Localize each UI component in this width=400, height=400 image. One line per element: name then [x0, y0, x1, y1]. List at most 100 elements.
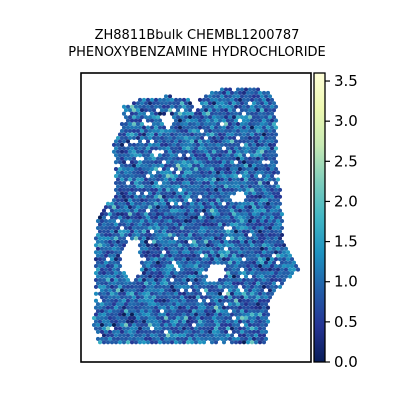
spot — [211, 149, 217, 154]
spot — [259, 274, 265, 279]
spot — [177, 167, 183, 172]
spot — [115, 295, 121, 300]
spot — [169, 160, 175, 165]
spot — [171, 184, 177, 189]
spot — [197, 187, 203, 192]
spot — [141, 326, 147, 331]
spot — [253, 194, 259, 199]
spot — [105, 319, 111, 324]
spot — [137, 208, 143, 213]
spot — [269, 222, 275, 227]
spot — [171, 101, 177, 106]
spot — [203, 205, 209, 210]
spot — [155, 336, 161, 341]
spot — [219, 225, 225, 231]
spot — [177, 146, 183, 151]
spot — [211, 260, 217, 265]
spot — [261, 146, 267, 151]
spot — [137, 111, 143, 116]
spot — [169, 104, 175, 109]
spot — [245, 132, 251, 137]
spot — [143, 135, 149, 141]
spot — [265, 264, 271, 269]
spot — [227, 260, 233, 265]
spot — [207, 322, 213, 328]
spot — [269, 243, 275, 248]
spot — [197, 167, 203, 172]
spot — [269, 167, 275, 172]
spot — [163, 170, 169, 175]
spot — [257, 167, 263, 172]
spot — [127, 108, 133, 113]
spot — [275, 239, 281, 244]
spot — [271, 219, 277, 224]
spot — [185, 208, 191, 213]
spot — [197, 333, 203, 338]
spot — [165, 298, 171, 303]
spot — [253, 153, 259, 158]
spot — [249, 180, 255, 186]
spot — [147, 108, 153, 113]
spot — [231, 253, 237, 258]
spot — [205, 104, 211, 109]
spot — [155, 309, 161, 314]
spot — [123, 295, 129, 300]
spot — [197, 97, 203, 102]
spot — [181, 104, 187, 109]
spot — [251, 115, 257, 120]
spot — [259, 198, 265, 203]
spot — [239, 336, 245, 341]
spot — [223, 336, 229, 341]
spot — [213, 229, 219, 234]
spot — [139, 191, 145, 196]
spot — [237, 160, 243, 165]
spot — [269, 97, 275, 102]
spot — [233, 305, 239, 310]
spot — [205, 146, 211, 151]
spot — [111, 142, 117, 147]
spot — [99, 329, 105, 334]
spot — [279, 232, 285, 238]
spot — [225, 201, 231, 206]
spot — [255, 239, 261, 244]
spot — [215, 281, 221, 286]
spot — [185, 284, 191, 289]
spot — [167, 177, 173, 182]
spot — [191, 128, 197, 134]
spot — [221, 236, 227, 241]
spot — [229, 90, 235, 95]
spot — [259, 281, 265, 286]
spot — [229, 160, 235, 165]
spot — [253, 187, 259, 192]
spot — [183, 156, 189, 161]
spot — [137, 174, 143, 179]
spot — [127, 281, 133, 286]
spot — [155, 198, 161, 203]
spot — [193, 250, 199, 255]
spot — [209, 208, 215, 213]
spot — [263, 253, 269, 258]
spot — [175, 149, 181, 154]
spot — [169, 319, 175, 324]
spot — [211, 322, 217, 328]
spot — [147, 309, 153, 314]
spot — [125, 208, 131, 213]
spot — [249, 312, 255, 317]
spot — [265, 139, 271, 144]
spot — [253, 222, 259, 227]
spot — [171, 274, 177, 279]
spot — [117, 340, 123, 345]
spot — [271, 232, 277, 238]
spot — [187, 122, 193, 127]
spot — [127, 336, 133, 341]
spot — [153, 146, 159, 151]
spot — [163, 101, 169, 106]
spot — [227, 108, 233, 113]
spot — [187, 205, 193, 210]
spot — [267, 122, 273, 127]
spot — [125, 118, 131, 123]
spot — [205, 201, 211, 206]
spot — [163, 267, 169, 272]
spot — [241, 139, 247, 144]
spot — [259, 288, 265, 293]
